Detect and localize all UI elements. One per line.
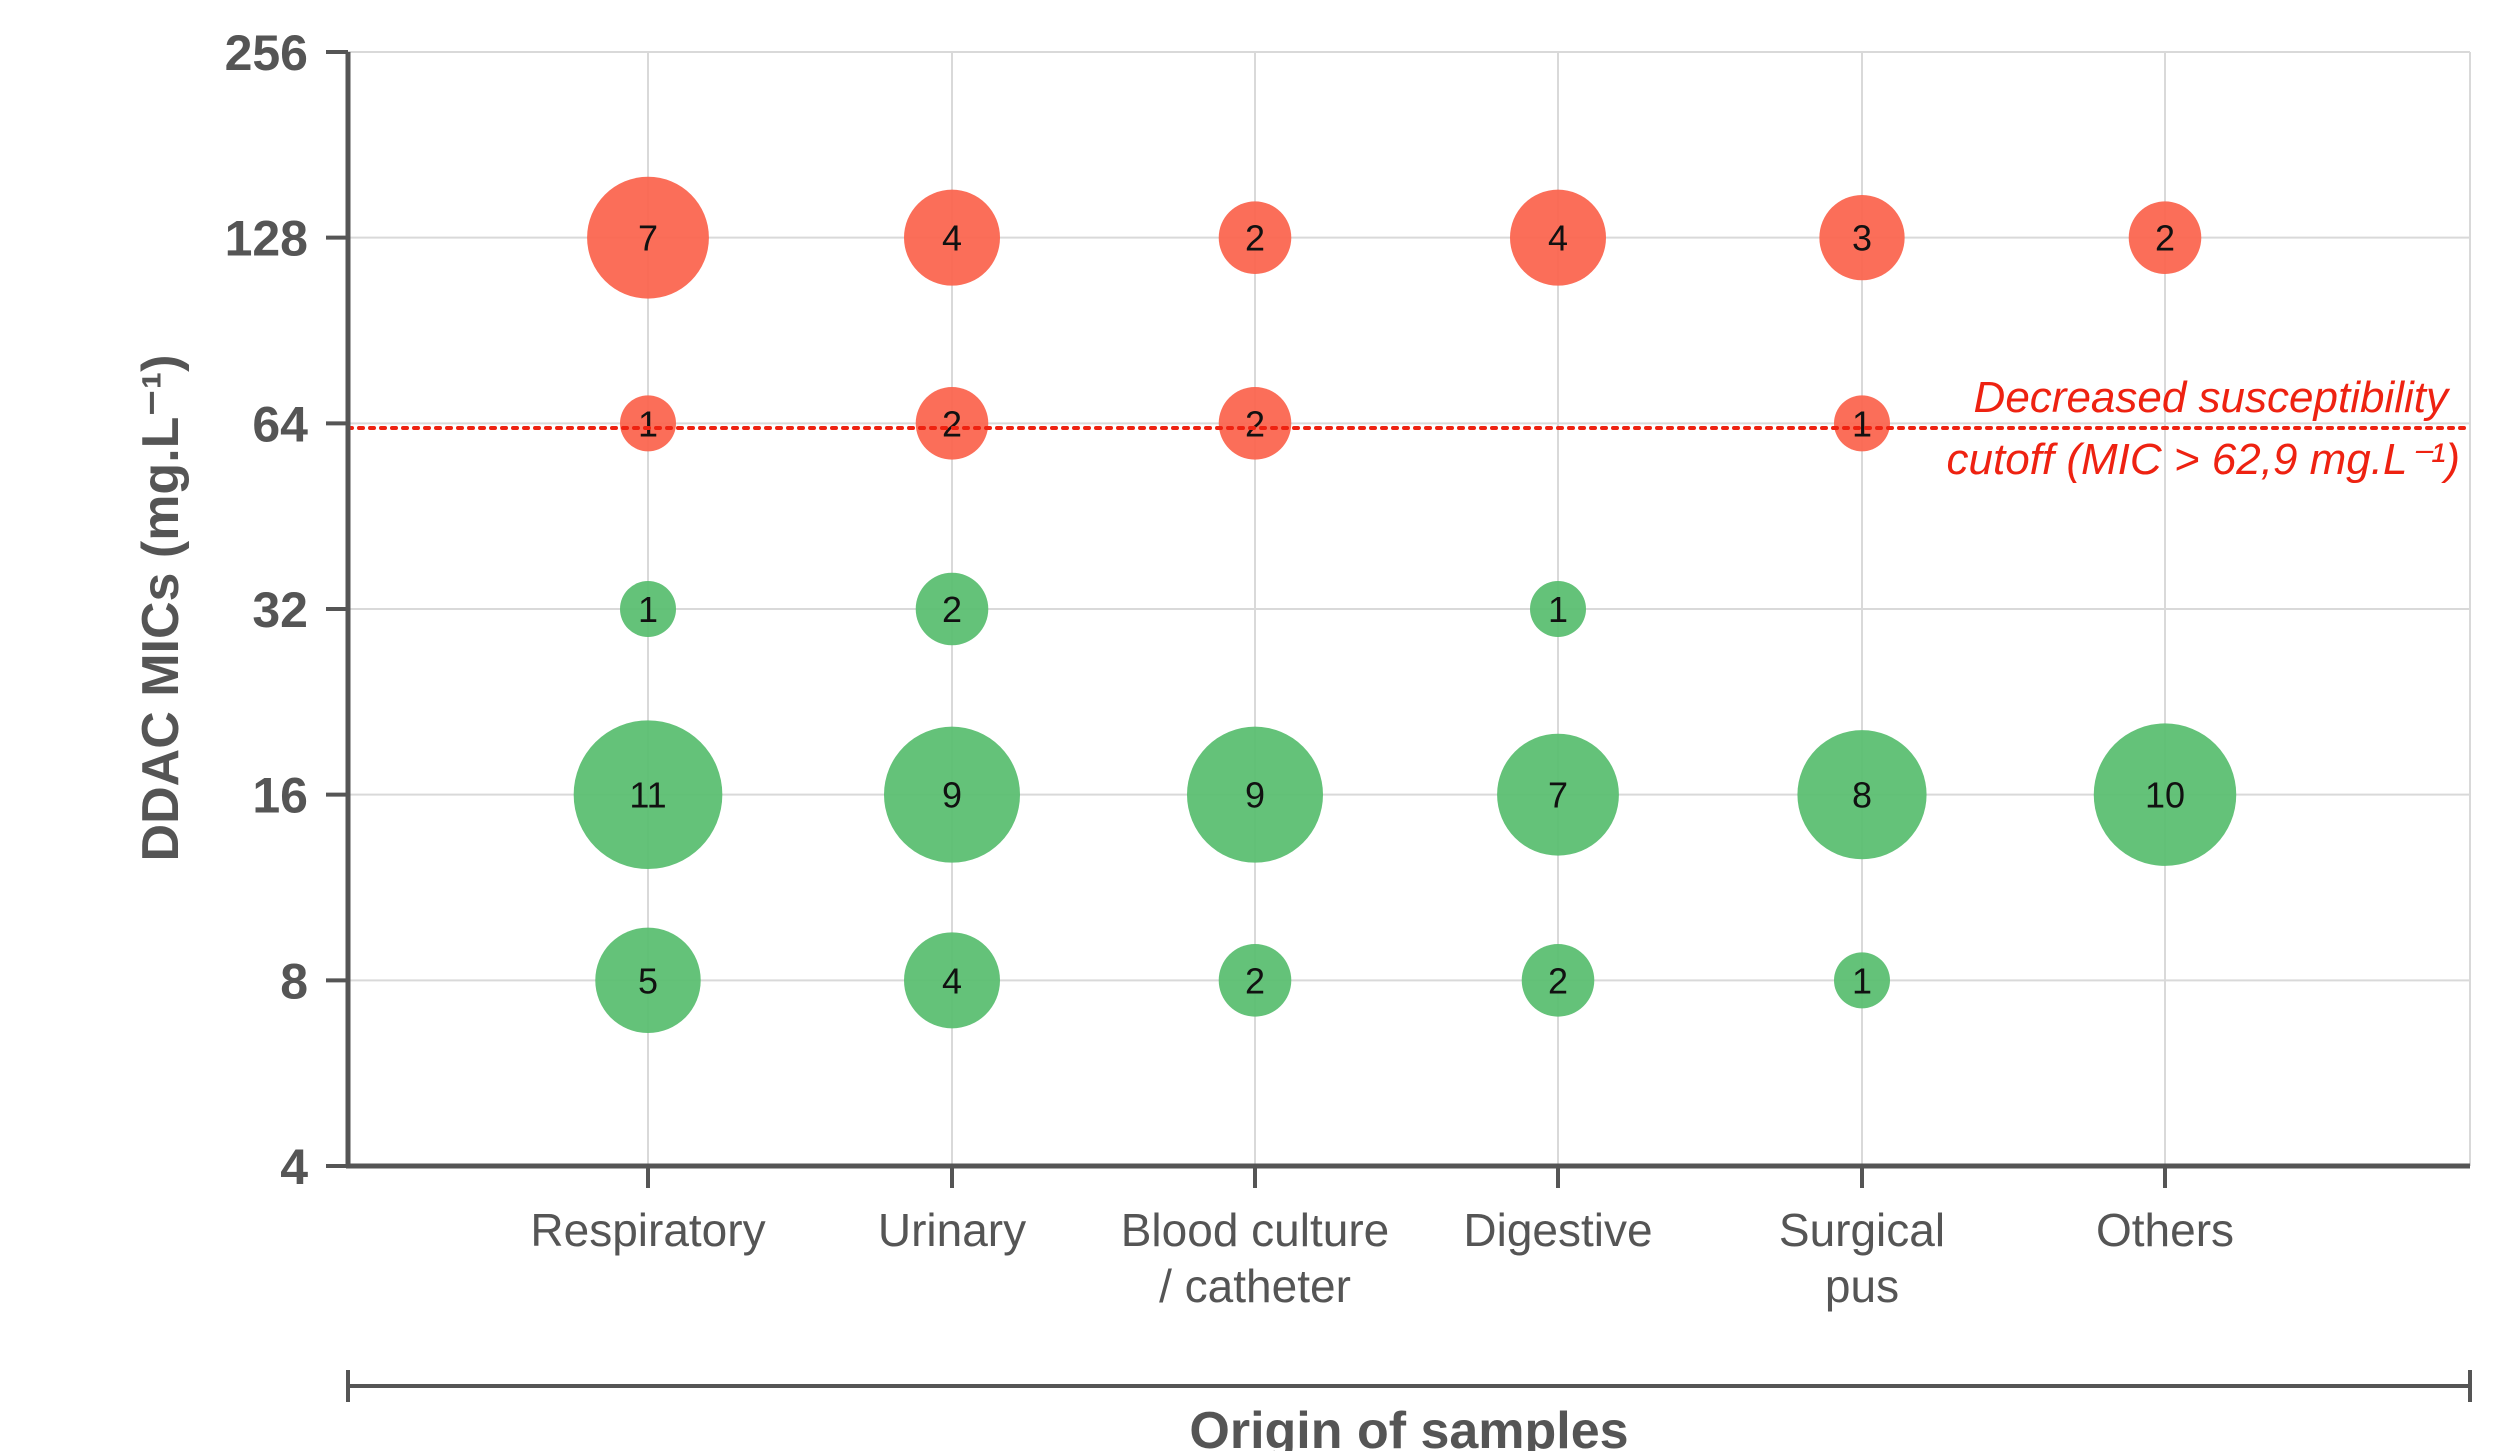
bubble — [620, 581, 676, 637]
bubble-label: 4 — [942, 960, 962, 1001]
x-tick-label: Digestive — [1463, 1204, 1652, 1256]
bubble — [1530, 581, 1586, 637]
bubble — [904, 189, 1000, 286]
bubble-label: 4 — [942, 218, 962, 259]
bubble-label: 3 — [1852, 218, 1872, 259]
bubble-label: 1 — [1852, 960, 1872, 1001]
bubble — [904, 932, 1000, 1029]
bubble — [1834, 952, 1890, 1009]
bubble — [915, 572, 989, 646]
bubble — [1521, 944, 1595, 1017]
bubble — [1218, 201, 1292, 274]
y-tick-label: 16 — [252, 768, 308, 824]
bubble — [1497, 733, 1619, 856]
bubble — [884, 726, 1020, 863]
bubble-label: 4 — [1548, 218, 1568, 259]
bubble-label: 11 — [629, 775, 666, 816]
bubble — [595, 927, 701, 1034]
y-tick-label: 4 — [280, 1139, 308, 1195]
bubble-label: 1 — [1548, 589, 1568, 630]
bubble — [2128, 201, 2202, 274]
x-axis-bracket — [346, 1370, 2472, 1402]
bubble-label: 7 — [638, 218, 658, 259]
bubble-label: 7 — [1548, 775, 1568, 816]
bubble-label: 2 — [942, 403, 962, 444]
bubble — [587, 176, 709, 299]
bubble — [915, 387, 989, 460]
cutoff-label-line2: cutoff (MIC > 62,9 mg.L⁻¹) — [1947, 435, 2461, 484]
x-tick-label: Respiratory — [530, 1204, 765, 1256]
bubble — [620, 395, 676, 452]
bubbles: 7 4 2 4 3 21 2 2 11 2 111 9 9 7 8 105 4 2 2 1 — [346, 176, 2472, 1034]
bubble-label: 9 — [1245, 775, 1265, 816]
bubble-label: 9 — [942, 775, 962, 816]
bubble — [1797, 730, 1927, 860]
bubble — [2093, 723, 2237, 866]
bubble-label: 2 — [942, 589, 962, 630]
bubble — [1834, 395, 1890, 452]
bubble-label: 2 — [1245, 218, 1265, 259]
bubble — [1187, 726, 1323, 863]
x-tick-label: / catheter — [1159, 1260, 1351, 1312]
bubble — [1819, 195, 1905, 281]
bubble-label: 8 — [1852, 775, 1872, 816]
x-tick-labels: Respiratory Urinary Blood culture/ cathete… — [530, 1204, 2234, 1312]
y-axis-title: DDAC MICs (mg.L⁻¹) — [132, 355, 190, 862]
bubble-label: 5 — [638, 960, 658, 1001]
x-tick-label: Urinary — [878, 1204, 1026, 1256]
bubble — [1218, 944, 1292, 1017]
bubble — [573, 720, 723, 869]
bubble-label: 2 — [2155, 218, 2175, 259]
bubble — [1510, 189, 1606, 286]
y-tick-label: 8 — [280, 953, 308, 1009]
y-tick-labels: 4 8 16 32 64 128 256 — [225, 25, 309, 1195]
x-tick-label: Others — [2096, 1204, 2234, 1256]
bubble-label: 10 — [2145, 775, 2185, 816]
x-tick-label: Blood culture — [1121, 1204, 1390, 1256]
axes — [326, 50, 2470, 1188]
bubble-label: 2 — [1245, 960, 1265, 1001]
bubble-label: 1 — [638, 589, 658, 630]
bubble-label: 2 — [1245, 403, 1265, 444]
bubble-label: 1 — [638, 403, 658, 444]
y-tick-label: 256 — [225, 25, 308, 81]
bubble — [1218, 387, 1292, 460]
cutoff-label-line1: Decreased susceptibility — [1974, 373, 2451, 422]
y-tick-label: 32 — [252, 582, 308, 638]
x-tick-label: Surgical — [1779, 1204, 1945, 1256]
x-tick-label: pus — [1825, 1260, 1899, 1312]
y-tick-label: 64 — [252, 396, 308, 452]
y-tick-label: 128 — [225, 211, 308, 267]
x-axis-title: Origin of samples — [1189, 1402, 1628, 1451]
bubble-label: 2 — [1548, 960, 1568, 1001]
bubble-label: 1 — [1852, 403, 1872, 444]
